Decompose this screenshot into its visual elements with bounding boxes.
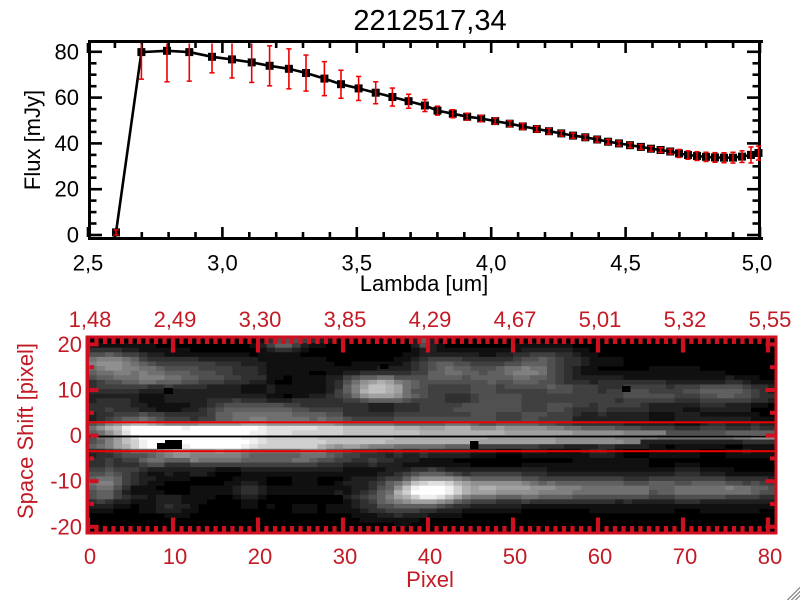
svg-text:60: 60 [55, 85, 79, 110]
svg-text:3,5: 3,5 [342, 251, 373, 276]
svg-text:40: 40 [418, 544, 442, 569]
svg-text:20: 20 [58, 332, 82, 357]
svg-text:0: 0 [70, 423, 82, 448]
svg-text:80: 80 [758, 544, 782, 569]
svg-text:-20: -20 [50, 514, 82, 539]
svg-text:20: 20 [248, 544, 272, 569]
svg-text:10: 10 [163, 544, 187, 569]
svg-text:Lambda [um]: Lambda [um] [360, 271, 488, 296]
svg-text:5,32: 5,32 [664, 307, 707, 332]
svg-text:40: 40 [55, 131, 79, 156]
svg-text:4,0: 4,0 [476, 251, 507, 276]
svg-text:2212517,34: 2212517,34 [353, 5, 506, 37]
svg-text:Pixel: Pixel [406, 567, 454, 592]
svg-text:1,48: 1,48 [69, 307, 112, 332]
svg-text:2,49: 2,49 [154, 307, 197, 332]
svg-text:3,85: 3,85 [324, 307, 367, 332]
svg-text:3,0: 3,0 [207, 251, 238, 276]
svg-text:-10: -10 [50, 469, 82, 494]
svg-text:20: 20 [55, 177, 79, 202]
svg-text:4,67: 4,67 [494, 307, 537, 332]
svg-text:60: 60 [588, 544, 612, 569]
svg-text:50: 50 [503, 544, 527, 569]
svg-text:30: 30 [333, 544, 357, 569]
svg-text:70: 70 [673, 544, 697, 569]
svg-text:10: 10 [58, 378, 82, 403]
svg-text:4,29: 4,29 [409, 307, 452, 332]
svg-text:Flux [mJy]: Flux [mJy] [20, 90, 45, 190]
svg-text:4,5: 4,5 [610, 251, 641, 276]
svg-text:0: 0 [84, 544, 96, 569]
svg-text:5,0: 5,0 [742, 251, 773, 276]
svg-text:80: 80 [55, 39, 79, 64]
svg-text:5,01: 5,01 [579, 307, 622, 332]
svg-text:0: 0 [67, 223, 79, 248]
svg-text:5,55: 5,55 [749, 307, 792, 332]
svg-text:3,30: 3,30 [239, 307, 282, 332]
svg-text:Space Shift [pixel]: Space Shift [pixel] [13, 343, 38, 519]
svg-text:2,5: 2,5 [73, 251, 104, 276]
